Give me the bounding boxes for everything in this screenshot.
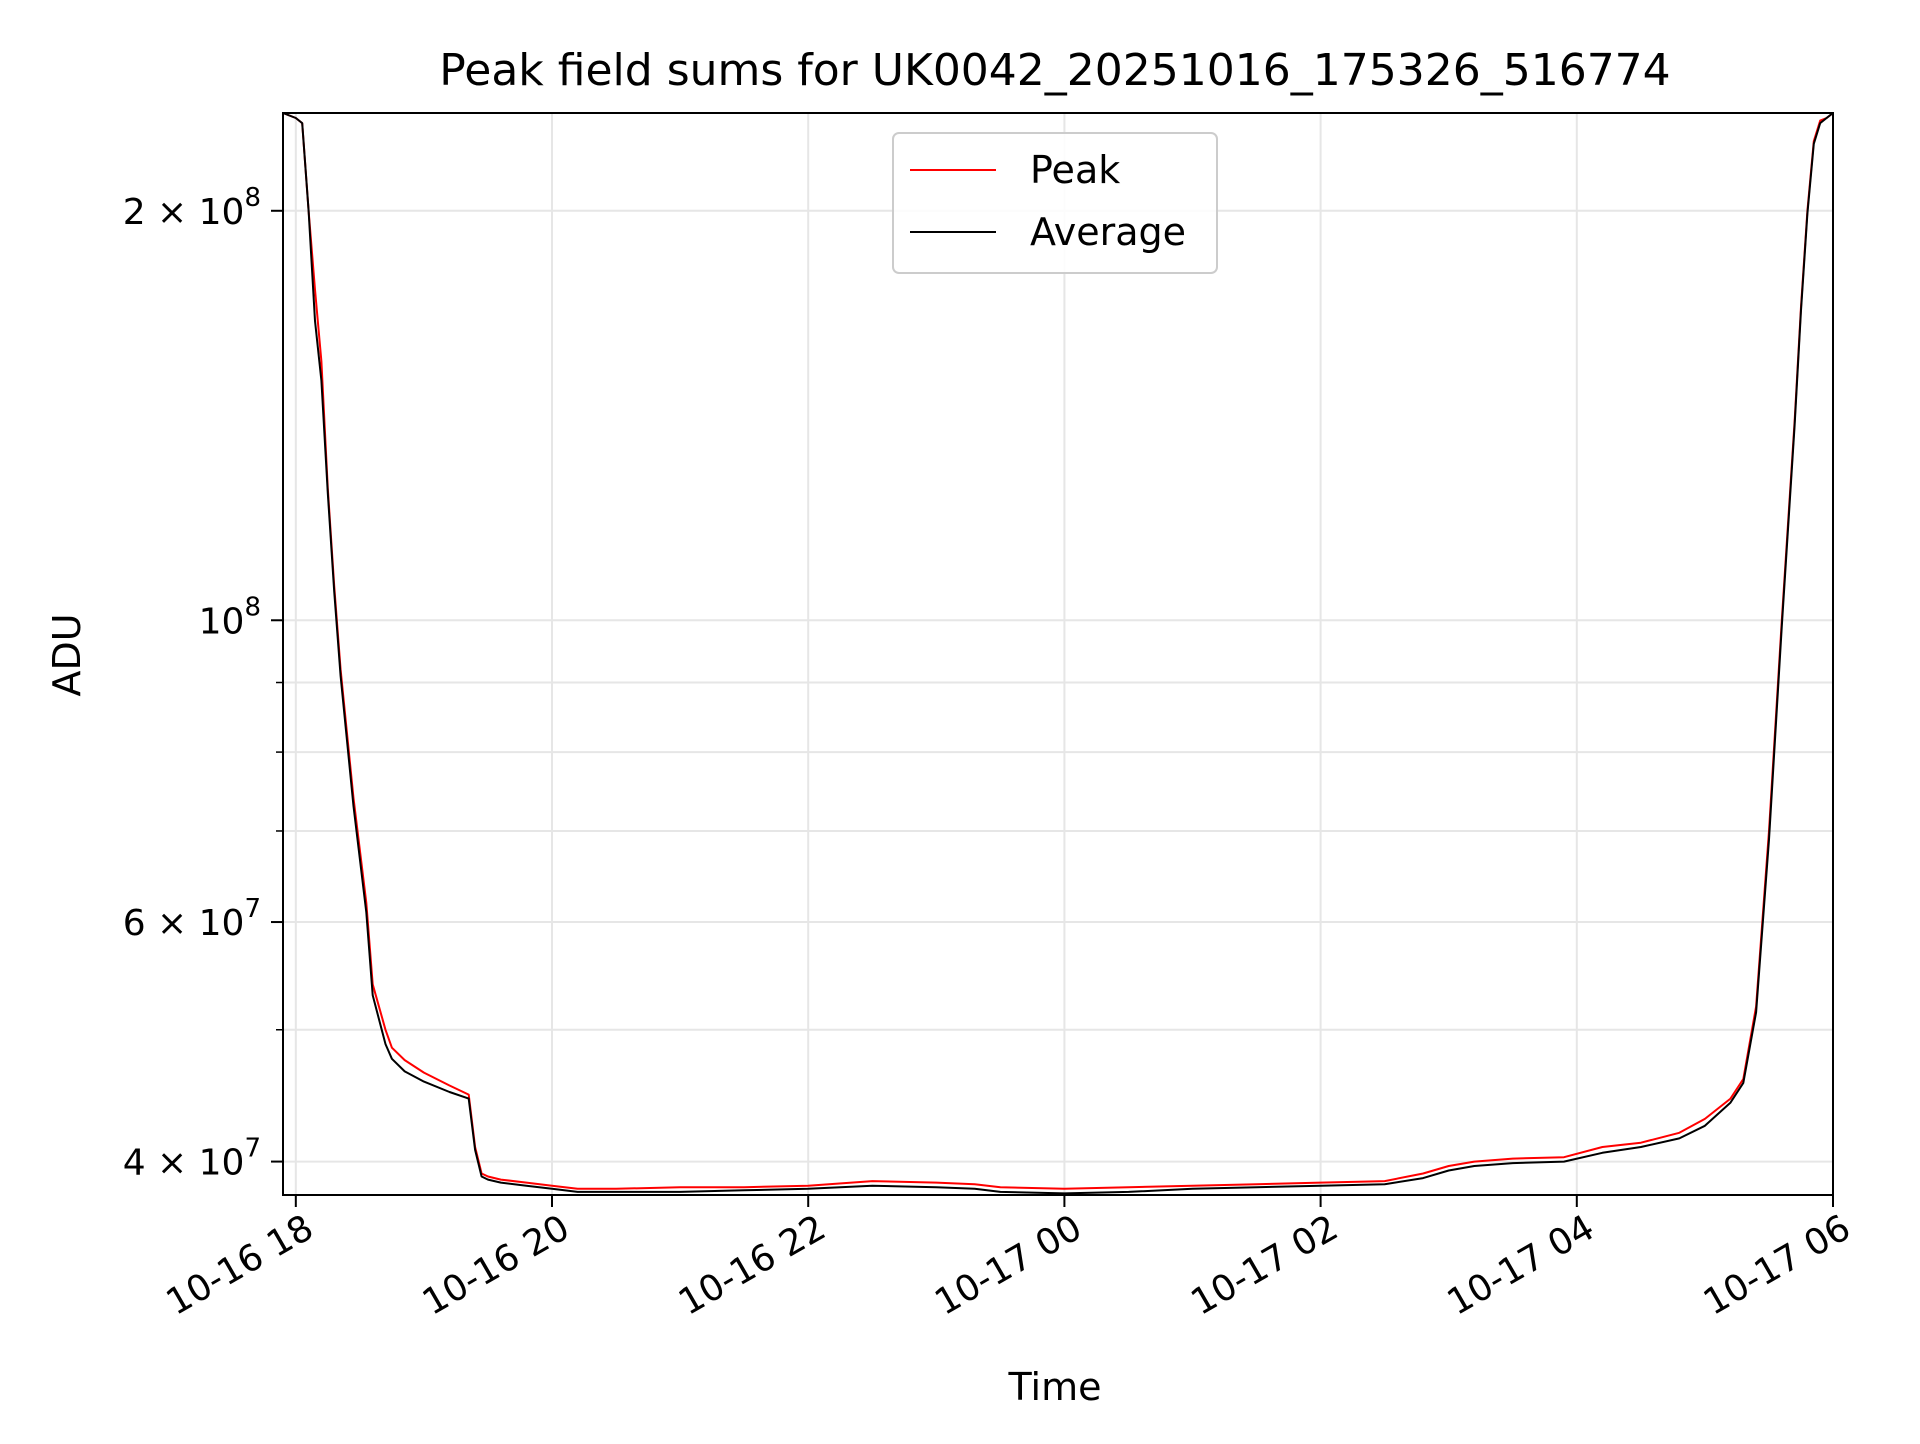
chart-title: Peak field sums for UK0042_20251016_1753… bbox=[439, 45, 1670, 96]
x-axis-label: Time bbox=[1008, 1365, 1102, 1409]
legend-label-average: Average bbox=[1030, 210, 1186, 254]
y-tick-label: 108 bbox=[199, 592, 261, 642]
series-line-average bbox=[282, 112, 1834, 1195]
y-tick-label: 4 × 107 bbox=[123, 1134, 261, 1184]
y-axis: 4 × 107 6 × 107 108 2 × 108 bbox=[123, 183, 283, 1184]
plot-frame bbox=[282, 112, 1834, 1196]
legend: Peak Average bbox=[892, 132, 1218, 274]
y-tick-label: 2 × 108 bbox=[123, 183, 261, 233]
legend-box bbox=[892, 132, 1218, 274]
y-tick-label: 6 × 107 bbox=[123, 894, 261, 944]
legend-label-peak: Peak bbox=[1030, 148, 1120, 192]
y-axis-label: ADU bbox=[45, 613, 89, 696]
series-layer bbox=[282, 112, 1834, 1195]
